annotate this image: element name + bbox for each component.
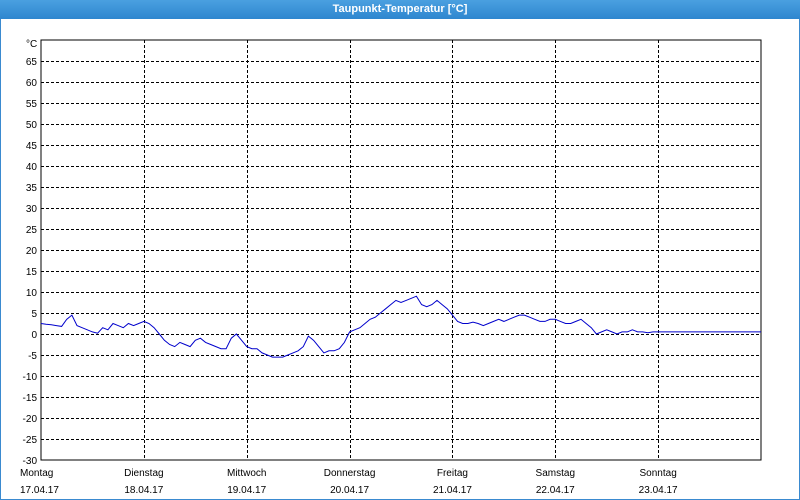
y-tick-label: -25: [23, 435, 38, 446]
x-tick-date: 22.04.17: [536, 485, 575, 496]
x-tick-date: 20.04.17: [330, 485, 369, 496]
x-axis-ticks: Montag 17.04.17 Dienstag 18.04.17 Mittwoch 19…: [20, 468, 678, 496]
x-tick-weekday: Donnerstag: [324, 468, 376, 479]
y-axis-unit-label: °C: [26, 39, 37, 50]
x-tick-date: 21.04.17: [433, 485, 472, 496]
y-tick-label: 5: [31, 309, 37, 320]
y-tick-label: 30: [26, 204, 38, 215]
x-tick-date: 18.04.17: [124, 485, 163, 496]
chart-title: Taupunkt-Temperatur [°C]: [332, 3, 468, 15]
y-axis-ticks: 65605550454035302520151050-5-10-15-20-25…: [23, 57, 38, 467]
y-tick-label: 25: [26, 225, 38, 236]
y-tick-label: 20: [26, 246, 38, 257]
x-tick-date: 23.04.17: [639, 485, 678, 496]
x-tick-weekday: Sonntag: [640, 468, 677, 479]
y-tick-label: 55: [26, 99, 38, 110]
y-tick-label: 35: [26, 183, 38, 194]
y-tick-label: -5: [28, 351, 37, 362]
y-tick-label: -15: [23, 393, 38, 404]
x-tick-date: 19.04.17: [227, 485, 266, 496]
window-title-bar: Taupunkt-Temperatur [°C]: [0, 0, 800, 19]
x-tick-weekday: Dienstag: [124, 468, 163, 479]
x-tick-weekday: Mittwoch: [227, 468, 266, 479]
y-tick-label: 40: [26, 162, 38, 173]
x-tick-date: 17.04.17: [20, 485, 59, 496]
y-tick-label: -30: [23, 456, 38, 467]
y-tick-label: -20: [23, 414, 38, 425]
series-layer: [40, 295, 761, 358]
grid-lines: [41, 40, 761, 460]
y-tick-label: 0: [31, 330, 37, 341]
y-tick-label: 45: [26, 141, 38, 152]
y-tick-label: 15: [26, 267, 38, 278]
x-tick-weekday: Montag: [20, 468, 53, 479]
x-tick-weekday: Samstag: [536, 468, 575, 479]
y-tick-label: -10: [23, 372, 38, 383]
y-tick-label: 50: [26, 120, 38, 131]
x-tick-weekday: Freitag: [437, 468, 468, 479]
series-line: [40, 295, 761, 358]
y-tick-label: 60: [26, 78, 38, 89]
y-tick-label: 65: [26, 57, 38, 68]
y-tick-label: 10: [26, 288, 38, 299]
